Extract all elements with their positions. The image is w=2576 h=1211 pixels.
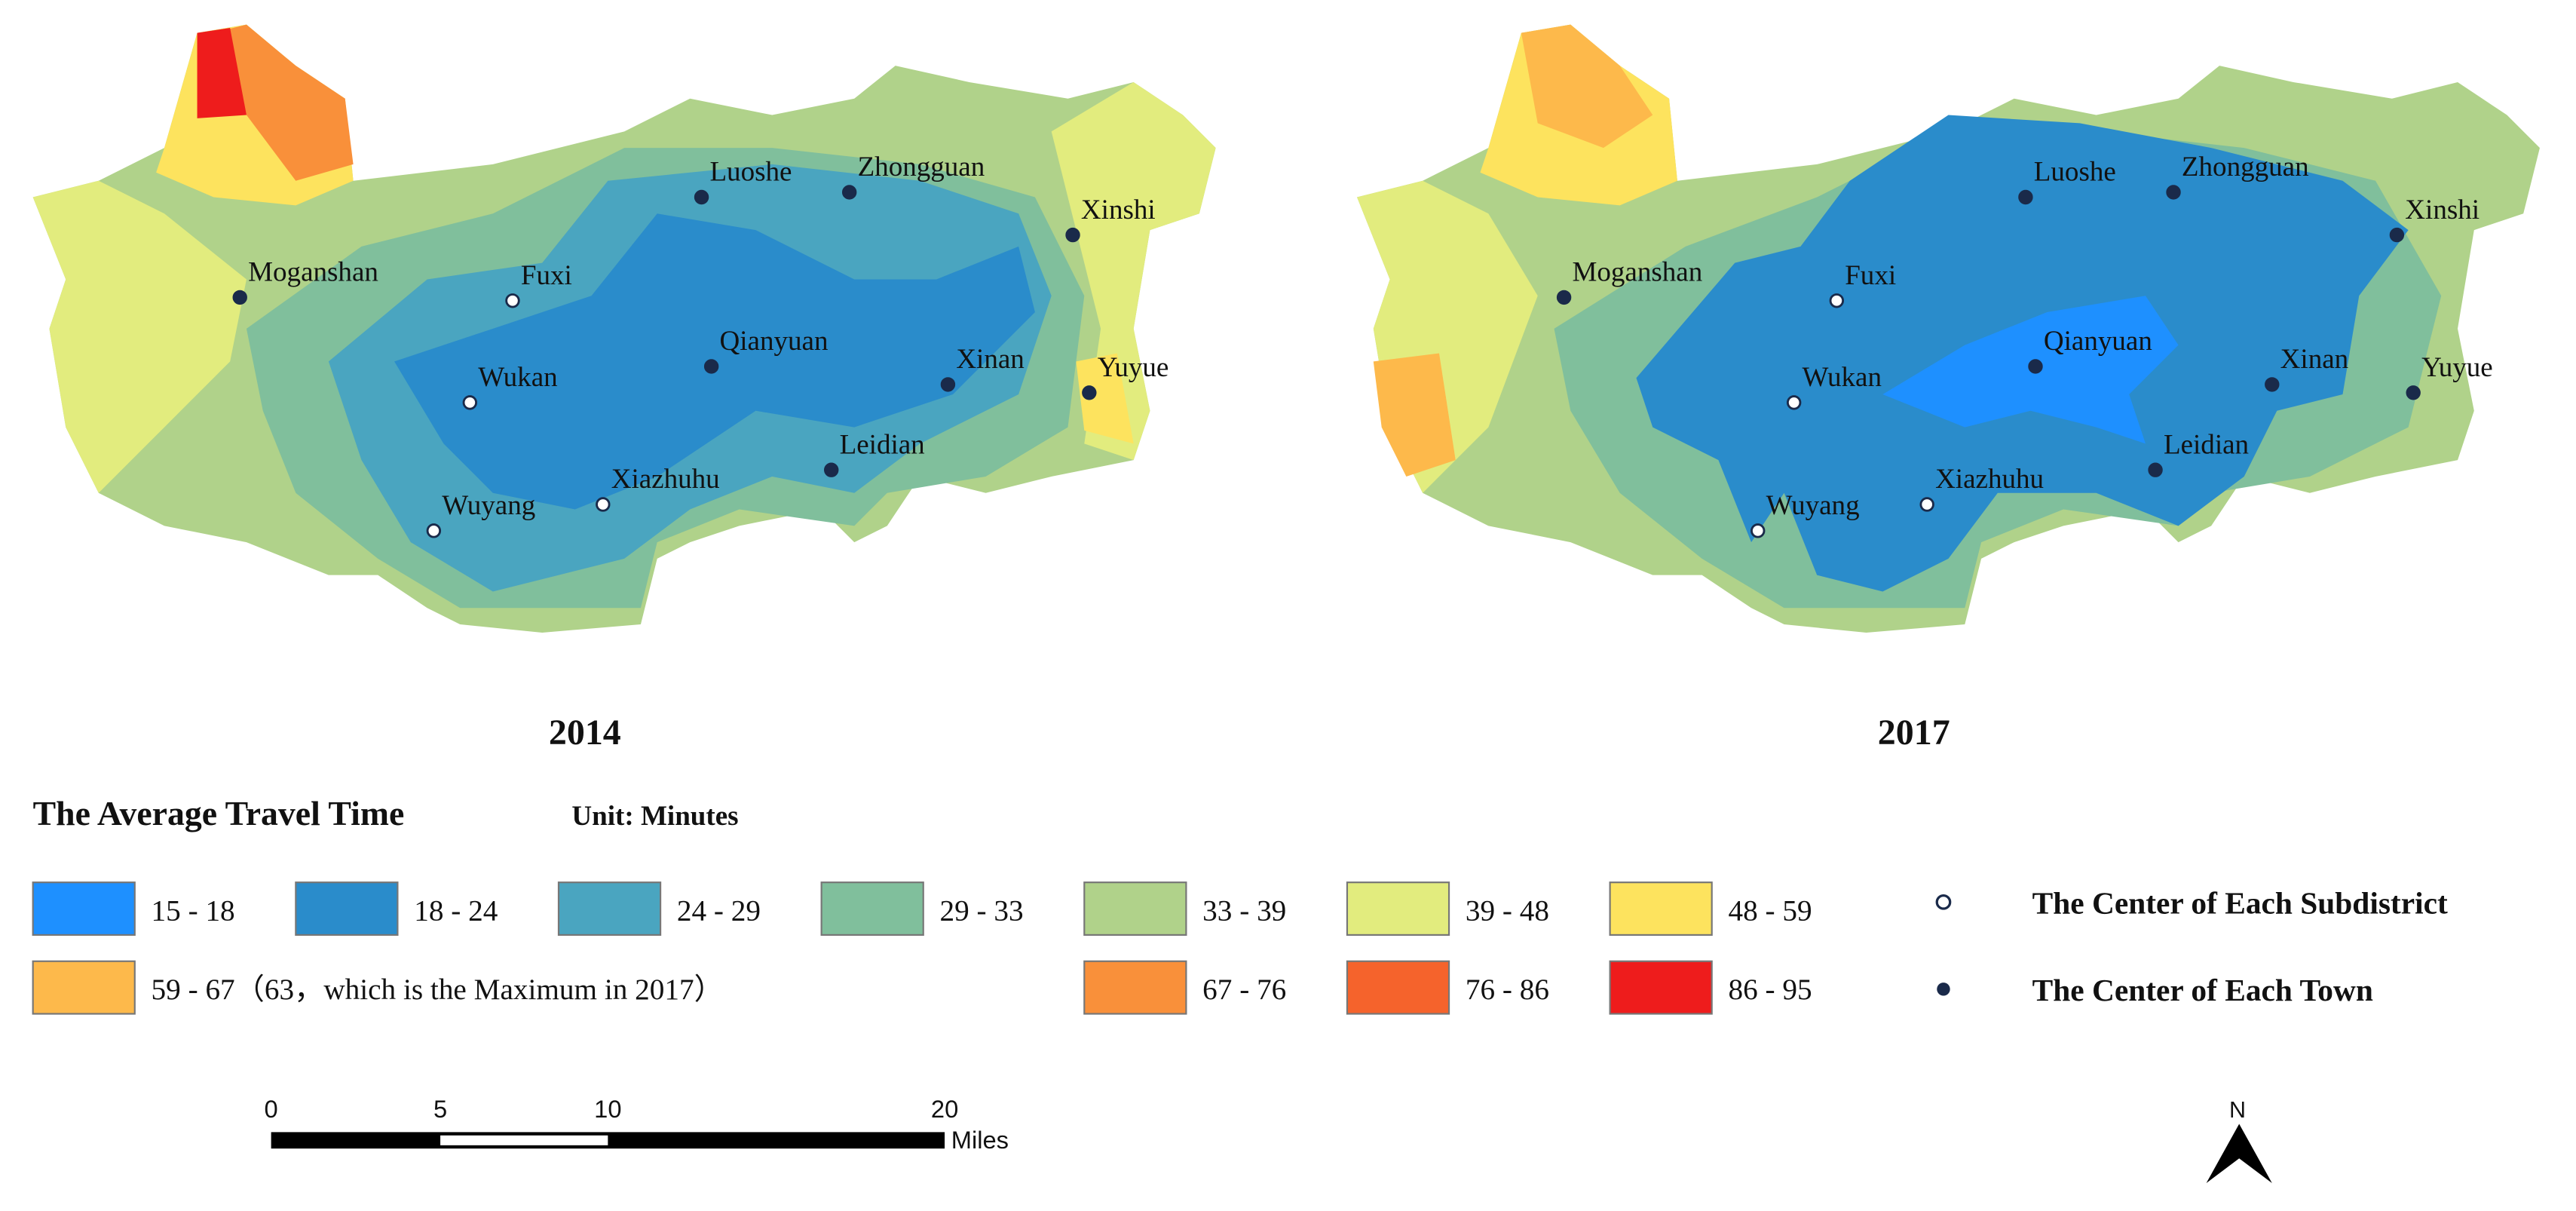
legend-label: 48 - 59 bbox=[1729, 894, 1812, 927]
scale-label: 10 bbox=[594, 1095, 621, 1123]
point-legend-label: The Center of Each Town bbox=[2032, 973, 2373, 1007]
legend-label: 86 - 95 bbox=[1729, 973, 1812, 1006]
place-label: Moganshan bbox=[1572, 257, 1702, 288]
place-label: Leidian bbox=[2164, 429, 2249, 460]
place-label: Luoshe bbox=[2034, 157, 2116, 188]
place-label: Xiazhuhu bbox=[1935, 464, 2044, 495]
place-label: Leidian bbox=[840, 429, 925, 460]
place-label: Wuyang bbox=[1766, 490, 1860, 521]
legend-label: 59 - 67（63，which is the Maximum in 2017） bbox=[152, 973, 724, 1006]
place-label: Wuyang bbox=[442, 490, 535, 521]
legend-swatch bbox=[1083, 881, 1187, 936]
place-label: Fuxi bbox=[1845, 260, 1896, 291]
town-center bbox=[824, 462, 839, 477]
town-center bbox=[1082, 385, 1097, 400]
legend-swatch bbox=[1609, 960, 1713, 1015]
scale-label: 0 bbox=[265, 1095, 278, 1123]
scale-bar: 0 5 10 20 Miles bbox=[265, 1095, 1009, 1154]
legend-swatch bbox=[295, 881, 399, 936]
legend-swatch bbox=[1083, 960, 1187, 1015]
legend-swatch bbox=[1346, 960, 1450, 1015]
place-label: Wukan bbox=[1803, 362, 1882, 393]
town-center bbox=[2018, 189, 2033, 205]
place-label: Moganshan bbox=[248, 257, 378, 288]
subdistrict-symbol bbox=[1935, 894, 1952, 910]
town-center bbox=[2406, 385, 2421, 400]
town-center bbox=[2148, 462, 2163, 477]
subdistrict-center bbox=[1751, 523, 1766, 538]
town-center bbox=[2166, 185, 2181, 200]
scale-label: 20 bbox=[931, 1095, 958, 1123]
legend-label: 18 - 24 bbox=[414, 894, 498, 927]
place-markers: Luoshe Zhongguan Xinshi Moganshan Fuxi Qianyu… bbox=[232, 152, 2493, 538]
town-center bbox=[841, 185, 857, 200]
place-label: Xinan bbox=[956, 344, 1025, 375]
place-label: Zhongguan bbox=[2182, 152, 2309, 182]
scale-unit: Miles bbox=[951, 1126, 1009, 1154]
legend-label: 39 - 48 bbox=[1466, 894, 1549, 927]
map-year: 2017 bbox=[1878, 713, 1950, 753]
town-center bbox=[2028, 359, 2043, 374]
subdistrict-center bbox=[1919, 497, 1934, 512]
place-label: Zhongguan bbox=[858, 152, 985, 182]
place-label: Wukan bbox=[478, 362, 557, 393]
legend-label: 15 - 18 bbox=[152, 894, 235, 927]
subdistrict-center bbox=[1829, 293, 1845, 308]
legend-unit: Unit: Minutes bbox=[571, 801, 738, 832]
map-2014 bbox=[32, 24, 1216, 633]
legend-label: 76 - 86 bbox=[1466, 973, 1549, 1006]
legend-label: 67 - 76 bbox=[1202, 973, 1286, 1006]
map-year: 2014 bbox=[549, 713, 621, 753]
point-legend-label: The Center of Each Subdistrict bbox=[2032, 886, 2448, 921]
place-label: Xinan bbox=[2280, 344, 2348, 375]
subdistrict-center bbox=[462, 395, 478, 410]
place-label: Fuxi bbox=[521, 260, 572, 291]
town-center bbox=[1065, 227, 1080, 243]
legend-label: 24 - 29 bbox=[677, 894, 761, 927]
subdistrict-center bbox=[426, 523, 442, 538]
legend-swatch bbox=[1346, 881, 1450, 936]
place-label: Xinshi bbox=[2405, 195, 2480, 225]
scale-label: 5 bbox=[433, 1095, 447, 1123]
legend-label: 29 - 33 bbox=[940, 894, 1024, 927]
town-symbol bbox=[1937, 983, 1950, 996]
legend-title: The Average Travel Time bbox=[33, 794, 405, 832]
town-center bbox=[703, 359, 719, 374]
legend-swatch bbox=[32, 960, 136, 1015]
legend-swatch bbox=[32, 881, 136, 936]
legend-swatch bbox=[1609, 881, 1713, 936]
place-label: Qianyuan bbox=[2044, 326, 2152, 357]
subdistrict-center bbox=[1786, 395, 1802, 410]
place-label: Yuyue bbox=[1098, 352, 1169, 383]
town-center bbox=[2389, 227, 2405, 243]
place-label: Qianyuan bbox=[720, 326, 829, 357]
place-label: Luoshe bbox=[709, 157, 792, 188]
north-label: N bbox=[2229, 1097, 2246, 1123]
place-label: Xinshi bbox=[1081, 195, 1156, 225]
town-center bbox=[1556, 290, 1572, 305]
subdistrict-center bbox=[596, 497, 611, 512]
legend-label: 33 - 39 bbox=[1202, 894, 1286, 927]
legend-swatch bbox=[557, 881, 662, 936]
map-2017 bbox=[1357, 24, 2540, 633]
subdistrict-center bbox=[505, 293, 520, 308]
town-center bbox=[940, 377, 956, 392]
legend-swatch bbox=[820, 881, 924, 936]
legend: 15 - 18 18 - 24 24 - 29 29 - 33 33 - 39 39 - … bbox=[32, 881, 1812, 1015]
north-arrow: N bbox=[2206, 1097, 2272, 1183]
place-label: Yuyue bbox=[2421, 352, 2493, 383]
town-center bbox=[2265, 377, 2280, 392]
place-label: Xiazhuhu bbox=[611, 464, 720, 495]
town-center bbox=[232, 290, 247, 305]
town-center bbox=[694, 189, 709, 205]
